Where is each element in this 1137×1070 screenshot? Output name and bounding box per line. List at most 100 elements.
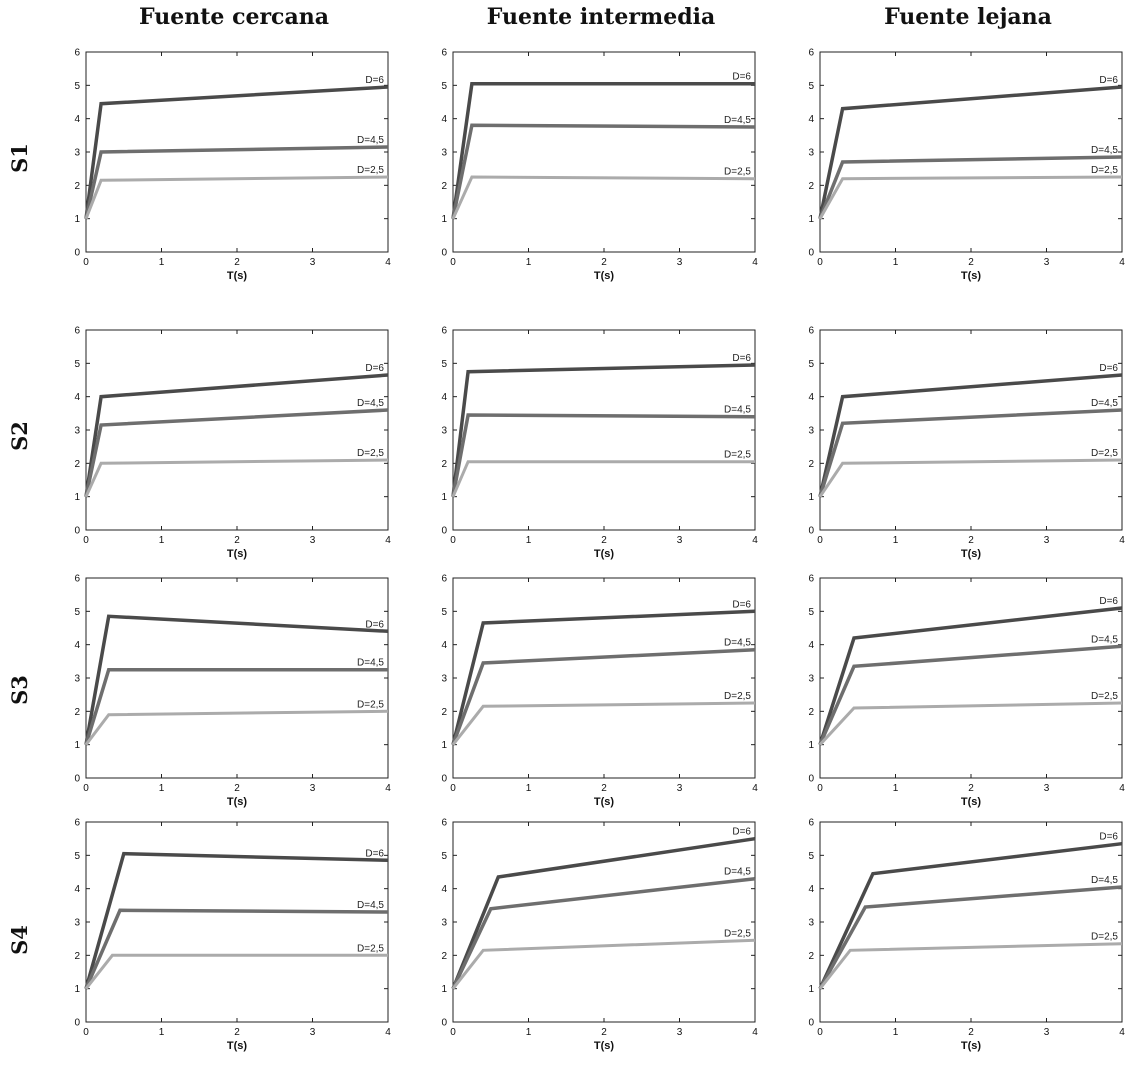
panel-s2-fuente-lejana-ytick-label: 0: [808, 526, 814, 537]
panel-s4-fuente-lejana-xlabel: T(s): [961, 1040, 982, 1052]
panel-s1-fuente-intermedia-xtick-label: 0: [450, 257, 456, 268]
panel-s2-fuente-lejana-series-label-d-2-5: D=2,5: [1091, 448, 1118, 459]
panel-s1-fuente-lejana-series-d-6: [818, 85, 1123, 220]
panel-s4-fuente-cercana-frame: [85, 821, 389, 1023]
panel-s2-fuente-lejana-ytick-label: 3: [808, 426, 814, 437]
panel-s3-fuente-cercana-xtick-label: 2: [234, 783, 240, 794]
panel-s3-fuente-cercana-xtick-label: 4: [385, 783, 391, 794]
panel-s3-fuente-lejana-ytick-label: 4: [808, 640, 814, 651]
panel-s4-fuente-intermedia-series-d-2-5: [451, 938, 756, 990]
panel-s1-fuente-lejana-series-d-4-5: [818, 155, 1123, 220]
panel-s3-fuente-cercana-series-d-2-5: [84, 709, 389, 746]
row-title-1: S1: [7, 143, 32, 173]
panel-s3-fuente-cercana-frame: [85, 577, 389, 779]
panel-s2-fuente-intermedia-ytick-label: 1: [441, 492, 447, 503]
panel-s1-fuente-intermedia: 0 1 2 3 4 5 6 0 1 2 3 4 T(s) D=6 D=4,5 D=2,5: [441, 48, 758, 283]
panel-s4-fuente-intermedia-ytick-label: 1: [441, 984, 447, 995]
panel-s1-fuente-intermedia-series-d-4-5: [451, 123, 756, 220]
panel-s3-fuente-lejana-xtick-label: 1: [893, 783, 899, 794]
panel-s3-fuente-cercana-xtick-label: 1: [159, 783, 165, 794]
panel-s2-fuente-intermedia-series-label-d-2-5: D=2,5: [724, 450, 751, 461]
panel-s4-fuente-cercana-xtick-label: 0: [83, 1027, 89, 1038]
panel-s2-fuente-lejana-ytick-label: 2: [808, 459, 814, 470]
panel-s4-fuente-cercana-ytick-label: 1: [74, 984, 80, 995]
panel-s4-fuente-cercana-xlabel: T(s): [227, 1040, 248, 1052]
panel-s3-fuente-cercana-ytick-label: 0: [74, 774, 80, 785]
panel-s2-fuente-lejana-xtick-label: 1: [893, 535, 899, 546]
panel-s1-fuente-lejana-ytick-label: 1: [808, 214, 814, 225]
panel-s4-fuente-lejana-xtick-label: 1: [893, 1027, 899, 1038]
panel-s3-fuente-cercana-ytick-label: 5: [74, 607, 80, 618]
panel-s3-fuente-lejana: 0 1 2 3 4 5 6 0 1 2 3 4 T(s) D=6 D=4,5 D=2,5: [808, 574, 1125, 809]
panel-s3-fuente-intermedia-xlabel: T(s): [594, 796, 615, 808]
panel-s3-fuente-lejana-xlabel: T(s): [961, 796, 982, 808]
panel-s2-fuente-intermedia-ytick-label: 3: [441, 426, 447, 437]
panel-s3-fuente-intermedia-series-label-d-4-5: D=4,5: [724, 638, 751, 649]
column-title-3: Fuente lejana: [884, 4, 1052, 30]
panel-s2-fuente-cercana-ytick-label: 4: [74, 392, 80, 403]
panel-s3-fuente-lejana-series-label-d-6: D=6: [1099, 596, 1118, 607]
panel-s1-fuente-intermedia-series-label-d-6: D=6: [732, 72, 751, 83]
panel-s4-fuente-lejana-series-d-4-5: [818, 885, 1123, 990]
panel-s3-fuente-intermedia-ytick-label: 3: [441, 674, 447, 685]
panel-s2-fuente-lejana-ytick-label: 6: [808, 326, 814, 337]
panel-s3-fuente-lejana-ytick-label: 3: [808, 674, 814, 685]
panel-s2-fuente-lejana: 0 1 2 3 4 5 6 0 1 2 3 4 T(s) D=6 D=4,5 D=2,5: [808, 326, 1125, 561]
panel-s4-fuente-intermedia-xtick-label: 2: [601, 1027, 607, 1038]
panel-s2-fuente-intermedia-xlabel: T(s): [594, 548, 615, 560]
panel-s3-fuente-cercana-xtick-label: 0: [83, 783, 89, 794]
panel-s2-fuente-cercana-ytick-label: 3: [74, 426, 80, 437]
panel-s4-fuente-lejana-ytick-label: 0: [808, 1018, 814, 1029]
panel-s4-fuente-lejana-ytick-label: 3: [808, 918, 814, 929]
panel-s4-fuente-intermedia-ytick-label: 0: [441, 1018, 447, 1029]
panel-s4-fuente-intermedia-series-label-d-4-5: D=4,5: [724, 867, 751, 878]
panel-s3-fuente-lejana-series-label-d-2-5: D=2,5: [1091, 691, 1118, 702]
panel-s1-fuente-lejana-ytick-label: 5: [808, 81, 814, 92]
panel-s3-fuente-lejana-xtick-label: 4: [1119, 783, 1125, 794]
panel-s3-fuente-intermedia-series-d-4-5: [451, 647, 756, 746]
row-title-2: S2: [7, 421, 32, 451]
panel-s2-fuente-lejana-series-label-d-6: D=6: [1099, 363, 1118, 374]
panel-s1-fuente-intermedia-series-d-6: [451, 81, 755, 219]
panel-s1-fuente-lejana-frame: [819, 51, 1123, 253]
panel-s3-fuente-lejana-ytick-label: 6: [808, 574, 814, 585]
column-title-2: Fuente intermedia: [487, 4, 715, 30]
panel-s1-fuente-cercana-series-d-2-5: [84, 175, 389, 220]
panel-s4-fuente-intermedia-xlabel: T(s): [594, 1040, 615, 1052]
panel-s3-fuente-lejana-ytick-label: 2: [808, 707, 814, 718]
panel-s4-fuente-cercana: 0 1 2 3 4 5 6 0 1 2 3 4 T(s) D=6 D=4,5 D=2,5: [74, 818, 391, 1053]
panel-s1-fuente-intermedia-xlabel: T(s): [594, 270, 615, 282]
panel-s1-fuente-lejana-series-d-2-5: [818, 175, 1123, 220]
panel-s2-fuente-intermedia-series-d-6: [451, 363, 756, 497]
panel-s2-fuente-lejana-ytick-label: 4: [808, 392, 814, 403]
column-title-1: Fuente cercana: [139, 4, 329, 30]
panel-s3-fuente-intermedia-frame: [452, 577, 756, 779]
panel-s3-fuente-lejana-series-label-d-4-5: D=4,5: [1091, 634, 1118, 645]
panel-s3-fuente-intermedia-series-d-2-5: [451, 701, 756, 746]
panel-s3-fuente-cercana-xtick-label: 3: [310, 783, 316, 794]
panel-s1-fuente-lejana-ytick-label: 6: [808, 48, 814, 59]
panel-s2-fuente-intermedia-frame: [452, 329, 756, 531]
panel-s4-fuente-intermedia-xtick-label: 3: [677, 1027, 683, 1038]
panel-s1-fuente-lejana-xtick-label: 2: [968, 257, 974, 268]
panel-s2-fuente-intermedia-series-label-d-4-5: D=4,5: [724, 405, 751, 416]
panel-s1-fuente-lejana-xlabel: T(s): [961, 270, 982, 282]
panel-s1-fuente-cercana-series-d-4-5: [84, 145, 389, 220]
panel-s4-fuente-intermedia-series-d-4-5: [451, 876, 756, 990]
panel-s1-fuente-lejana-xtick-label: 0: [817, 257, 823, 268]
panel-s1-fuente-lejana-series-label-d-4-5: D=4,5: [1091, 145, 1118, 156]
panel-s1-fuente-lejana-xtick-label: 1: [893, 257, 899, 268]
panel-s2-fuente-intermedia-xtick-label: 1: [526, 535, 532, 546]
panel-s3-fuente-cercana-series-d-6: [84, 614, 389, 746]
panel-s4-fuente-lejana-xtick-label: 3: [1044, 1027, 1050, 1038]
panel-s4-fuente-intermedia-ytick-label: 5: [441, 851, 447, 862]
panel-s3-fuente-intermedia-xtick-label: 1: [526, 783, 532, 794]
panel-s3-fuente-intermedia-ytick-label: 2: [441, 707, 447, 718]
panel-s1-fuente-lejana-series-label-d-6: D=6: [1099, 75, 1118, 86]
panel-s4-fuente-intermedia-series-d-6: [451, 836, 756, 990]
panel-s2-fuente-intermedia-series-d-4-5: [451, 413, 756, 498]
panel-s4-fuente-lejana-ytick-label: 1: [808, 984, 814, 995]
panel-s4-fuente-cercana-xtick-label: 1: [159, 1027, 165, 1038]
panel-s1-fuente-cercana-ytick-label: 3: [74, 148, 80, 159]
